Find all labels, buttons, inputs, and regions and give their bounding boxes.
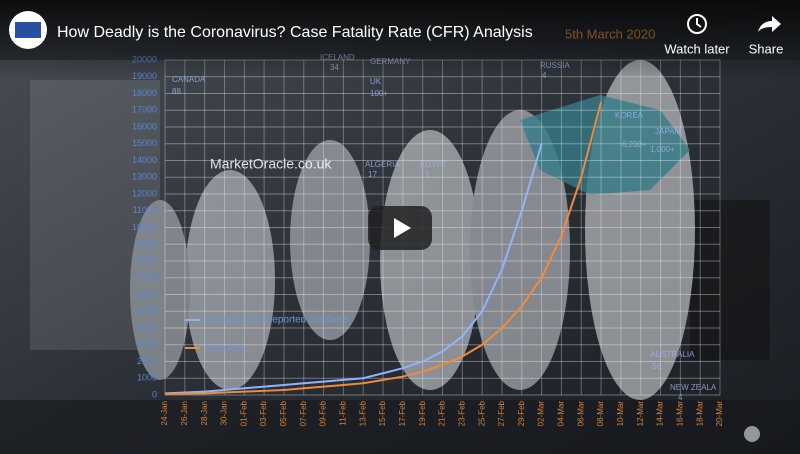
channel-avatar-logo	[15, 22, 41, 38]
y-tick-label: 5000	[137, 306, 157, 316]
share-icon	[758, 16, 781, 32]
x-tick-label: 08-Mar	[596, 401, 605, 427]
clock-icon	[687, 14, 707, 34]
map-label: UK	[370, 77, 382, 86]
x-tick-label: 27-Feb	[497, 400, 506, 426]
y-tick-label: 2000	[137, 356, 157, 366]
map-label: JAPAN	[655, 127, 680, 136]
x-tick-label: 28-Jan	[200, 401, 209, 425]
y-tick-label: 3000	[137, 339, 157, 349]
y-tick-label: 14000	[132, 155, 157, 165]
x-tick-label: 18-Mar	[695, 401, 704, 427]
legend-label: Outside china reported numbers	[205, 315, 348, 326]
x-tick-label: 01-Feb	[239, 400, 248, 426]
x-tick-label: 04-Mar	[557, 401, 566, 427]
x-tick-label: 20-Mar	[715, 401, 724, 427]
play-button[interactable]	[368, 206, 432, 250]
y-tick-label: 15000	[132, 138, 157, 148]
map-label: NEW ZEALA	[670, 383, 717, 392]
legend-label: Forecast	[205, 343, 244, 354]
share-label[interactable]: Share	[749, 41, 784, 56]
clock-hands	[696, 18, 702, 28]
map-label: ALGERIA	[365, 160, 400, 169]
y-tick-label: 13000	[132, 172, 157, 182]
y-tick-label: 7000	[137, 272, 157, 282]
x-tick-label: 09-Feb	[319, 400, 328, 426]
x-tick-label: 13-Feb	[358, 400, 367, 426]
y-tick-label: 10000	[132, 222, 157, 232]
x-tick-label: 21-Feb	[438, 400, 447, 426]
x-tick-label: 11-Feb	[339, 400, 348, 425]
x-tick-label: 26-Jan	[180, 401, 189, 425]
x-tick-label: 23-Feb	[457, 400, 466, 426]
y-tick-label: 17000	[132, 105, 157, 115]
map-label: 88	[172, 87, 181, 96]
y-tick-label: 8000	[137, 255, 157, 265]
watermark: MarketOracle.co.uk	[210, 156, 332, 172]
x-tick-label: 10-Mar	[616, 401, 625, 427]
y-tick-label: 18000	[132, 88, 157, 98]
x-tick-label: 19-Feb	[418, 400, 427, 426]
series-line	[164, 101, 603, 396]
map-label: 4	[678, 393, 683, 402]
y-tick-label: 12000	[132, 188, 157, 198]
map-label: 1,000+	[650, 145, 675, 154]
play-icon	[394, 218, 411, 238]
map-label: 100+	[370, 89, 388, 98]
x-tick-label: 17-Feb	[398, 400, 407, 426]
x-tick-label: 24-Jan	[160, 401, 169, 425]
map-label: 6,200+	[622, 140, 647, 149]
y-tick-label: 1000	[137, 373, 157, 383]
map-label: 1	[425, 170, 430, 179]
x-tick-label: 07-Feb	[299, 400, 308, 426]
x-tick-label: 29-Feb	[517, 400, 526, 426]
map-label: 56	[652, 362, 661, 371]
x-tick-label: 25-Feb	[477, 400, 486, 426]
map-label: EGYPT	[420, 160, 447, 169]
y-tick-label: 4000	[137, 322, 157, 332]
video-title[interactable]: How Deadly is the Coronavirus? Case Fata…	[57, 24, 533, 41]
x-tick-label: 14-Mar	[656, 401, 665, 427]
y-tick-label: 0	[152, 389, 157, 399]
map-label: KOREA	[615, 111, 644, 120]
series-line	[164, 143, 543, 395]
y-tick-label: 11000	[133, 205, 157, 215]
x-tick-label: 06-Mar	[576, 401, 585, 427]
x-tick-label: 05-Feb	[279, 400, 288, 426]
x-tick-label: 30-Jan	[220, 401, 229, 425]
watch-later-button[interactable]: Watch later	[664, 14, 730, 56]
x-tick-label: 03-Feb	[259, 400, 268, 426]
share-button[interactable]: Share	[749, 16, 784, 56]
x-tick-label: 02-Mar	[537, 401, 546, 427]
nbc-logo	[744, 426, 760, 442]
x-tick-label: 15-Feb	[378, 400, 387, 426]
x-tick-label: 12-Mar	[636, 401, 645, 427]
map-label: 17	[368, 170, 377, 179]
y-tick-label: 6000	[137, 289, 157, 299]
y-tick-label: 9000	[137, 239, 157, 249]
top-gradient	[0, 0, 800, 80]
map-label: AUSTRALIA	[650, 350, 695, 359]
watch-later-label[interactable]: Watch later	[664, 41, 730, 56]
x-tick-label: 16-Mar	[675, 401, 684, 427]
y-tick-label: 16000	[132, 121, 157, 131]
